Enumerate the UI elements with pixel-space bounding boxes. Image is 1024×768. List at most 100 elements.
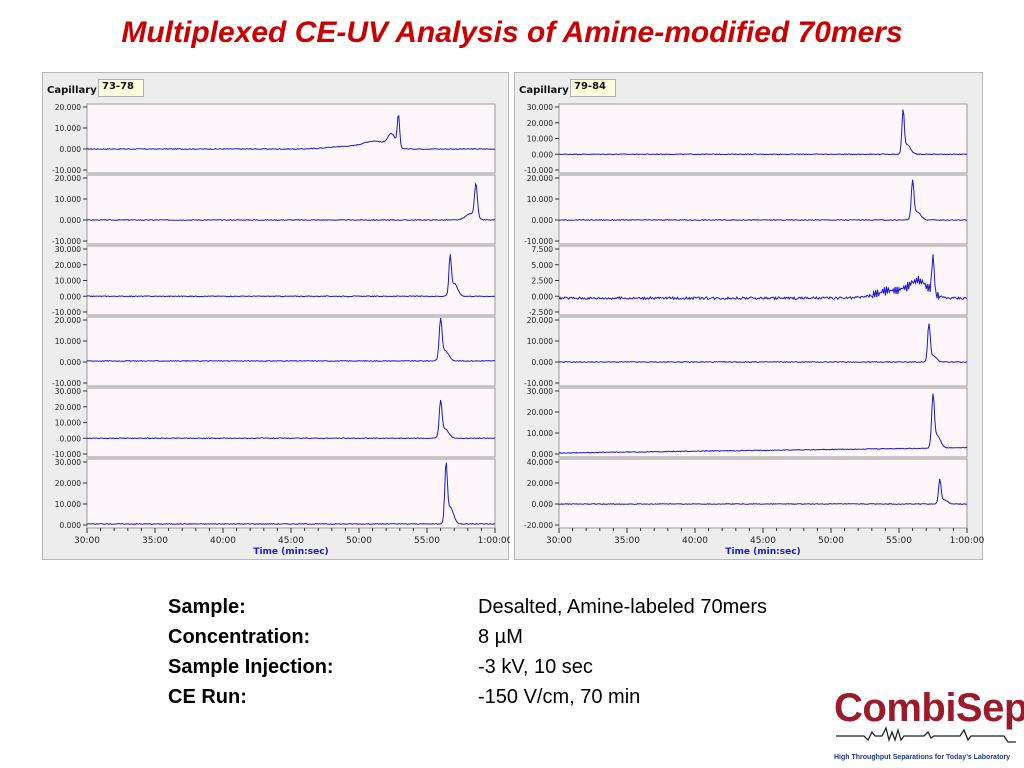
x-tick-label: 50:00 — [346, 536, 372, 546]
plot-area — [86, 245, 496, 316]
series-trace — [87, 114, 496, 151]
plot-area — [558, 174, 968, 245]
x-tick-label: 40:00 — [682, 536, 708, 546]
info-row-sample: Sample: Desalted, Amine-labeled 70mers — [168, 596, 868, 626]
y-tick-label: -10.000 — [52, 379, 81, 388]
subplot-5: 30.000 20.000 10.000 0.000 -10.000 — [52, 387, 496, 459]
capillary-field[interactable]: 73-78 — [98, 79, 144, 97]
y-tick-label: 10.000 — [55, 195, 81, 204]
y-tick-label: 10.000 — [55, 124, 81, 133]
electropherogram-panel-left: Capillary 73-78 20.000 10.000 0.000 -10.000… — [42, 72, 510, 560]
y-tick-label: 0.000 — [60, 145, 82, 154]
y-tick-label: 0.000 — [532, 292, 554, 301]
x-tick-label: 55:00 — [414, 536, 440, 546]
subplot-3: 30.000 20.000 10.000 0.000 -10.000 — [52, 245, 496, 317]
plot-area — [558, 245, 968, 316]
y-tick-label: 20.000 — [55, 261, 81, 270]
subplot-6: 40.000 20.000 0.000 -20.000 — [524, 458, 968, 530]
info-row-injection: Sample Injection: -3 kV, 10 sec — [168, 656, 868, 686]
x-axis-label: Time (min:sec) — [725, 547, 800, 557]
x-tick-label: 1:00:00 — [478, 536, 510, 546]
subplot-4: 20.000 10.000 0.000 -10.000 — [52, 316, 496, 388]
capillary-field[interactable]: 79-84 — [570, 79, 616, 97]
y-tick-label: -2.500 — [529, 308, 553, 317]
y-tick-label: 0.000 — [532, 216, 554, 225]
subplot-2: 20.000 10.000 0.000 -10.000 — [52, 174, 496, 246]
y-tick-label: 20.000 — [55, 316, 81, 325]
logo-trace-icon — [836, 726, 1016, 743]
y-tick-label: 2.500 — [532, 277, 554, 286]
series-trace — [86, 182, 496, 222]
y-tick-label: -10.000 — [52, 308, 81, 317]
y-tick-label: 0.000 — [532, 500, 554, 509]
y-tick-label: 20.000 — [527, 119, 553, 128]
info-value: 8 µM — [478, 626, 523, 648]
y-tick-label: 10.000 — [527, 337, 553, 346]
x-tick-label: 1:00:00 — [950, 536, 984, 546]
y-tick-label: 20.000 — [527, 408, 553, 417]
y-tick-label: 10.000 — [55, 419, 81, 428]
y-tick-label: -10.000 — [52, 237, 81, 246]
series-trace — [86, 254, 496, 298]
y-tick-label: -10.000 — [524, 379, 553, 388]
info-value: -3 kV, 10 sec — [478, 656, 593, 678]
y-tick-label: 20.000 — [527, 174, 553, 183]
y-tick-label: 0.000 — [60, 434, 82, 443]
y-tick-label: -10.000 — [52, 166, 81, 175]
y-tick-label: 20.000 — [55, 103, 81, 112]
capillary-label: Capillary — [47, 85, 97, 96]
y-tick-label: -10.000 — [524, 166, 553, 175]
page-title: Multiplexed CE-UV Analysis of Amine-modi… — [121, 16, 903, 49]
plot-area — [86, 458, 496, 529]
series-trace — [558, 109, 968, 156]
y-tick-label: 10.000 — [55, 500, 81, 509]
series-trace — [558, 254, 968, 301]
plot-area — [86, 174, 496, 245]
y-tick-label: 10.000 — [527, 429, 553, 438]
info-label: Sample Injection: — [168, 656, 334, 678]
x-axis-label: Time (min:sec) — [253, 547, 328, 557]
info-row-ce-run: CE Run: -150 V/cm, 70 min — [168, 686, 868, 716]
y-tick-label: 10.000 — [55, 277, 81, 286]
series-trace — [558, 393, 968, 454]
y-tick-label: 30.000 — [55, 458, 81, 467]
capillary-label: Capillary — [519, 85, 569, 96]
plot-area — [86, 387, 496, 458]
x-tick-label: 50:00 — [818, 536, 844, 546]
chart-svg-left: 20.00010.0000.000-10.00020.00010.0000.00… — [52, 103, 510, 557]
y-tick-label: 10.000 — [527, 135, 553, 144]
y-tick-label: 30.000 — [527, 387, 553, 396]
y-tick-label: 10.000 — [55, 337, 81, 346]
y-tick-label: 20.000 — [527, 479, 553, 488]
y-tick-label: 5.000 — [532, 261, 554, 270]
x-tick-label: 35:00 — [142, 536, 168, 546]
y-tick-label: 0.000 — [532, 150, 554, 159]
subplot-1: 30.000 20.000 10.000 0.000 -10.000 — [524, 103, 968, 175]
combisep-logo: CombiSep High Throughput Separations for… — [834, 686, 1024, 766]
plot-area — [558, 458, 968, 529]
chart-svg-right: 30.00020.00010.0000.000-10.00020.00010.0… — [524, 103, 984, 557]
subplot-3: 7.500 5.000 2.500 0.000 -2.500 — [529, 245, 968, 317]
y-tick-label: 20.000 — [55, 403, 81, 412]
plot-area — [558, 316, 968, 387]
subplot-4: 20.000 10.000 0.000 -10.000 — [524, 316, 968, 388]
series-trace — [86, 399, 496, 440]
electropherogram-panel-right: Capillary 79-84 30.000 20.000 10.000 0.000 -… — [514, 72, 984, 560]
y-tick-label: 0.000 — [532, 358, 554, 367]
x-tick-label: 45:00 — [750, 536, 776, 546]
y-tick-label: 30.000 — [55, 387, 81, 396]
x-tick-label: 30:00 — [74, 536, 100, 546]
subplot-6: 30.000 20.000 10.000 0.000 — [55, 458, 496, 530]
series-trace — [559, 323, 968, 364]
plot-area — [558, 103, 968, 174]
info-label: CE Run: — [168, 686, 247, 708]
info-label: Concentration: — [168, 626, 311, 648]
y-tick-label: 30.000 — [55, 245, 81, 254]
y-tick-label: -20.000 — [524, 521, 553, 530]
y-tick-label: 0.000 — [60, 358, 82, 367]
y-tick-label: 7.500 — [532, 245, 554, 254]
y-tick-label: 0.000 — [60, 521, 82, 530]
series-trace — [558, 179, 968, 222]
subplot-2: 20.000 10.000 0.000 -10.000 — [524, 174, 968, 246]
logo-tagline: High Throughput Separations for Today’s … — [834, 754, 1011, 761]
